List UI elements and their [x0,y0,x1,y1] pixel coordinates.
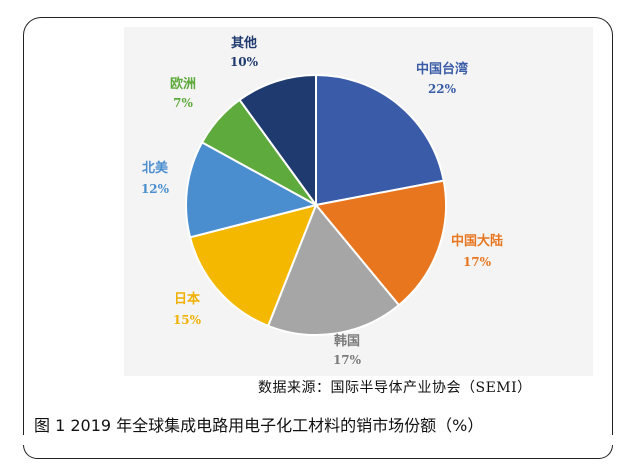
pie-slice [188,203,318,328]
slice-percent-label: 22% [428,82,457,96]
slice-percent-label: 10% [230,55,259,69]
slice-percent-label: 15% [173,313,202,327]
figure-caption: 图 1 2019 年全球集成电路用电子化工材料的销市场份额（%） [34,416,484,435]
slice-name-label: 中国大陆 [451,233,503,249]
slice-name-label: 其他 [231,35,257,51]
frame-right [611,40,613,435]
pie-slice [185,141,319,239]
slice-percent-label: 17% [333,353,362,367]
frame-left [23,40,24,435]
pie-slice [266,203,401,336]
slice-name-label: 韩国 [334,333,360,349]
slice-name-label: 北美 [142,160,169,176]
pie-slice [238,73,317,209]
data-source-note: 数据来源：国际半导体产业协会（SEMI） [258,380,532,396]
frame-top [23,17,613,47]
slice-name-label: 中国台湾 [416,61,468,77]
pie-slice [315,73,445,207]
slice-name-label: 日本 [174,291,200,307]
slice-percent-label: 17% [463,255,492,269]
slice-percent-label: 12% [141,182,170,196]
pie-slice [314,179,447,307]
slice-name-label: 欧洲 [170,76,196,92]
slice-percent-label: 7% [173,96,193,110]
